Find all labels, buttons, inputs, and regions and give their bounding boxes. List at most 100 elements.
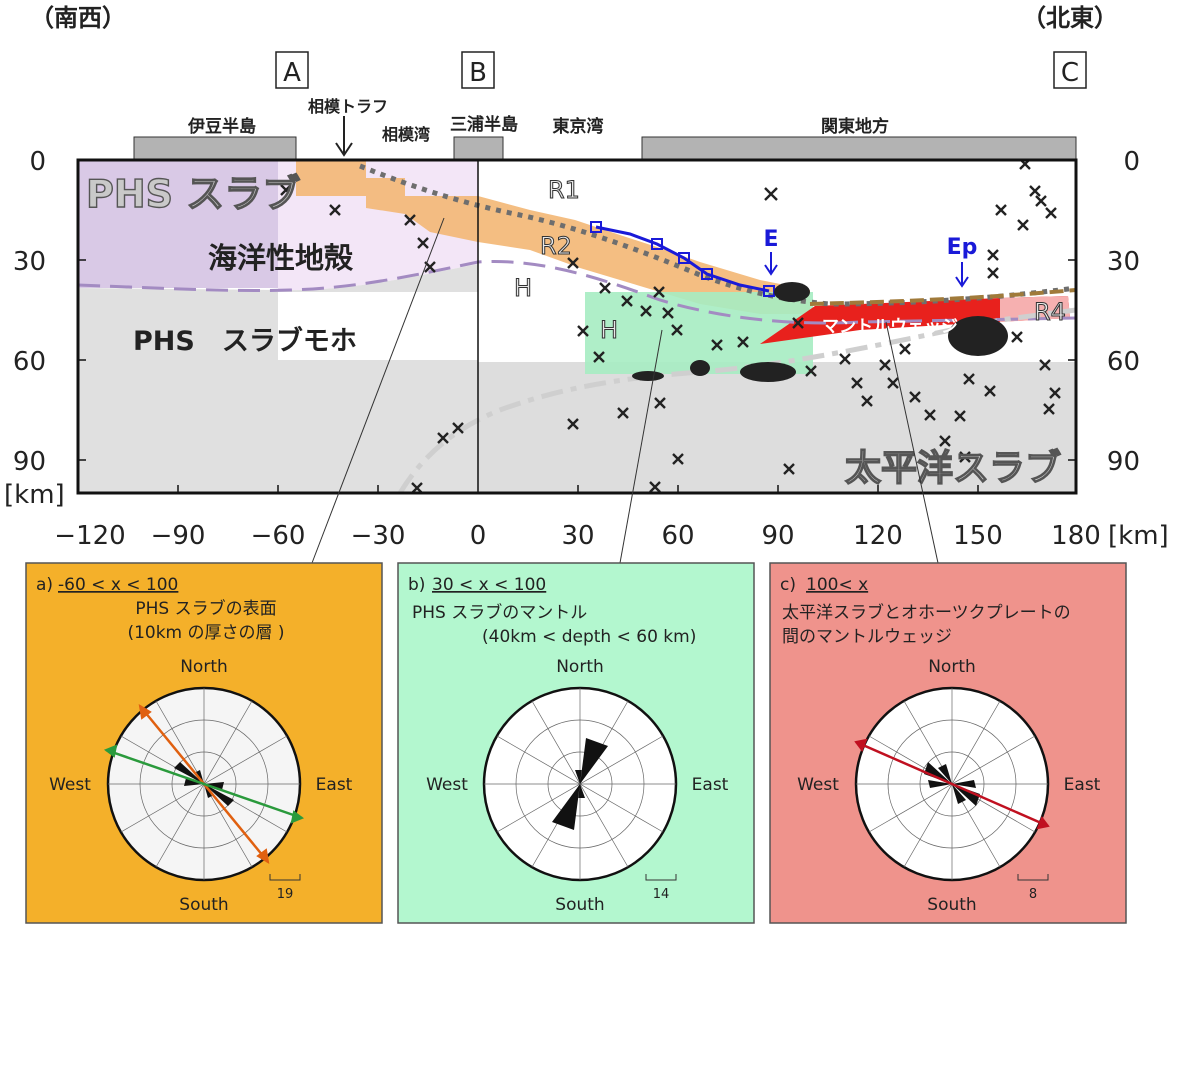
kanto-land-bar: [641, 136, 1077, 161]
panel-a: a) -60 < x < 100 PHS スラブの表面 (10km の厚さの層 …: [25, 562, 383, 924]
leader-lines: [311, 217, 939, 564]
section-marker-a: A: [275, 51, 309, 89]
section-a-label: A: [283, 58, 301, 88]
x-tick-120: 120: [853, 521, 903, 551]
sagami-trough-label: 相模トラフ: [308, 97, 388, 116]
panel-b-south: South: [555, 895, 604, 915]
panel-b-prefix: b): [408, 575, 425, 595]
x-tick-180: 180: [1051, 521, 1101, 551]
panel-b-east: East: [692, 775, 729, 795]
eq-cluster-5: [632, 371, 664, 381]
earthquake-markers: [280, 160, 1061, 493]
izu-land-bar: [133, 136, 297, 161]
panel-a-north: North: [180, 657, 228, 677]
cross-section: PHS スラブ 海洋性地殻 PHS スラブモホ 太平洋スラブ マントルウェッジ …: [76, 158, 1078, 495]
section-marker-b: B: [461, 51, 495, 89]
sagami-bay-label: 相模湾: [382, 125, 430, 144]
depth-axis-left: 0 30 60 90: [13, 147, 46, 477]
panel-a-west: West: [49, 775, 91, 795]
rose-diagram-c: [854, 686, 1050, 882]
depth-tick-0: 0: [29, 147, 46, 177]
pacific-slab-label: 太平洋スラブ: [845, 447, 1061, 489]
eq-cluster-3: [690, 360, 710, 376]
upper-boundary-line: [809, 288, 1076, 306]
h-label-1: H: [514, 274, 532, 302]
r1-label: R1: [548, 176, 580, 204]
r2-label: R2: [540, 232, 572, 260]
panel-c-line2: 間のマントルウェッジ: [782, 627, 952, 647]
southwest-label: （南西）: [30, 4, 126, 32]
depth-tick-90: 90: [13, 447, 46, 477]
panel-c-east: East: [1064, 775, 1101, 795]
panel-b-scale: 14: [653, 887, 670, 902]
eq-cluster-4: [948, 316, 1008, 356]
ep-marker: Ep: [947, 235, 978, 288]
panel-c: c) 100< x 太平洋スラブとオホーツクプレートの 間のマントルウェッジ N…: [769, 562, 1127, 924]
slab-top-line: [359, 163, 1076, 307]
x-tick-m60: −60: [251, 521, 306, 551]
section-marker-c: C: [1053, 51, 1087, 89]
panel-a-line2: (10km の厚さの層 ): [127, 623, 284, 643]
panel-b-west: West: [426, 775, 468, 795]
section-b-label: B: [469, 58, 487, 88]
rose-diagram-a: [103, 686, 305, 882]
x-tick-0: 0: [470, 521, 487, 551]
panel-c-range: 100< x: [806, 575, 868, 595]
x-tick-m120: −120: [54, 521, 125, 551]
tokyo-bay-label: 東京湾: [553, 116, 604, 137]
x-tick-30: 30: [561, 521, 594, 551]
eq-cluster-2: [740, 362, 796, 382]
kanto-label: 関東地方: [821, 116, 889, 137]
panel-b-range: 30 < x < 100: [432, 575, 546, 595]
x-tick-m30: −30: [351, 521, 406, 551]
phs-slab-region: [78, 160, 278, 288]
panel-c-line1: 太平洋スラブとオホーツクプレートの: [782, 602, 1071, 623]
panel-c-prefix: c): [780, 575, 796, 595]
oceanic-crust-label: 海洋性地殻: [208, 241, 354, 275]
rose-diagram-b: [482, 686, 678, 882]
depth-tick-0-right: 0: [1123, 147, 1140, 177]
panel-b-line1: PHS スラブのマントル: [412, 602, 587, 623]
northeast-label: （北東）: [1022, 4, 1118, 32]
panel-a-prefix: a): [36, 575, 53, 595]
x-axis: −120 −90 −60 −30 0 30 60 90 120 150 180: [54, 521, 1101, 551]
depth-tick-60: 60: [13, 347, 46, 377]
phs-slab-label: PHS スラブ: [86, 172, 300, 216]
panel-a-line1: PHS スラブの表面: [135, 598, 276, 619]
eq-cluster-1: [774, 282, 810, 302]
x-tick-150: 150: [953, 521, 1003, 551]
miura-label: 三浦半島: [450, 114, 518, 135]
izu-label: 伊豆半島: [187, 116, 256, 137]
panel-b: b) 30 < x < 100 PHS スラブのマントル (40km < dep…: [397, 562, 755, 924]
x-unit-label: [km]: [1108, 521, 1169, 551]
e-label: E: [763, 227, 778, 252]
panel-c-west: West: [797, 775, 839, 795]
panel-a-east: East: [316, 775, 353, 795]
panel-c-south: South: [927, 895, 976, 915]
panel-c-scale: 8: [1029, 887, 1037, 902]
depth-unit-label: [km]: [4, 480, 65, 510]
trough-arrow-icon: [335, 116, 353, 157]
section-c-label: C: [1061, 58, 1079, 88]
phs-surface-layer: [296, 160, 810, 314]
panel-b-north: North: [556, 657, 604, 677]
ep-label: Ep: [947, 235, 978, 260]
x-tick-m90: −90: [151, 521, 206, 551]
panel-b-line2: (40km < depth < 60 km): [482, 627, 696, 647]
mantle-wedge-label: マントルウェッジ: [822, 317, 958, 337]
x-tick-60: 60: [661, 521, 694, 551]
depth-tick-90-right: 90: [1107, 447, 1140, 477]
depth-tick-30: 30: [13, 247, 46, 277]
e-path: [590, 221, 775, 297]
panel-a-scale: 19: [277, 887, 294, 902]
panel-a-south: South: [179, 895, 228, 915]
e-marker: E: [763, 227, 779, 276]
phs-moho-label: PHS スラブモホ: [133, 325, 357, 357]
h-label-2: H: [600, 316, 618, 344]
depth-axis-right: 0 30 60 90: [1107, 147, 1140, 477]
panel-c-north: North: [928, 657, 976, 677]
x-tick-90: 90: [761, 521, 794, 551]
panel-a-range: -60 < x < 100: [58, 575, 178, 595]
depth-tick-60-right: 60: [1107, 347, 1140, 377]
